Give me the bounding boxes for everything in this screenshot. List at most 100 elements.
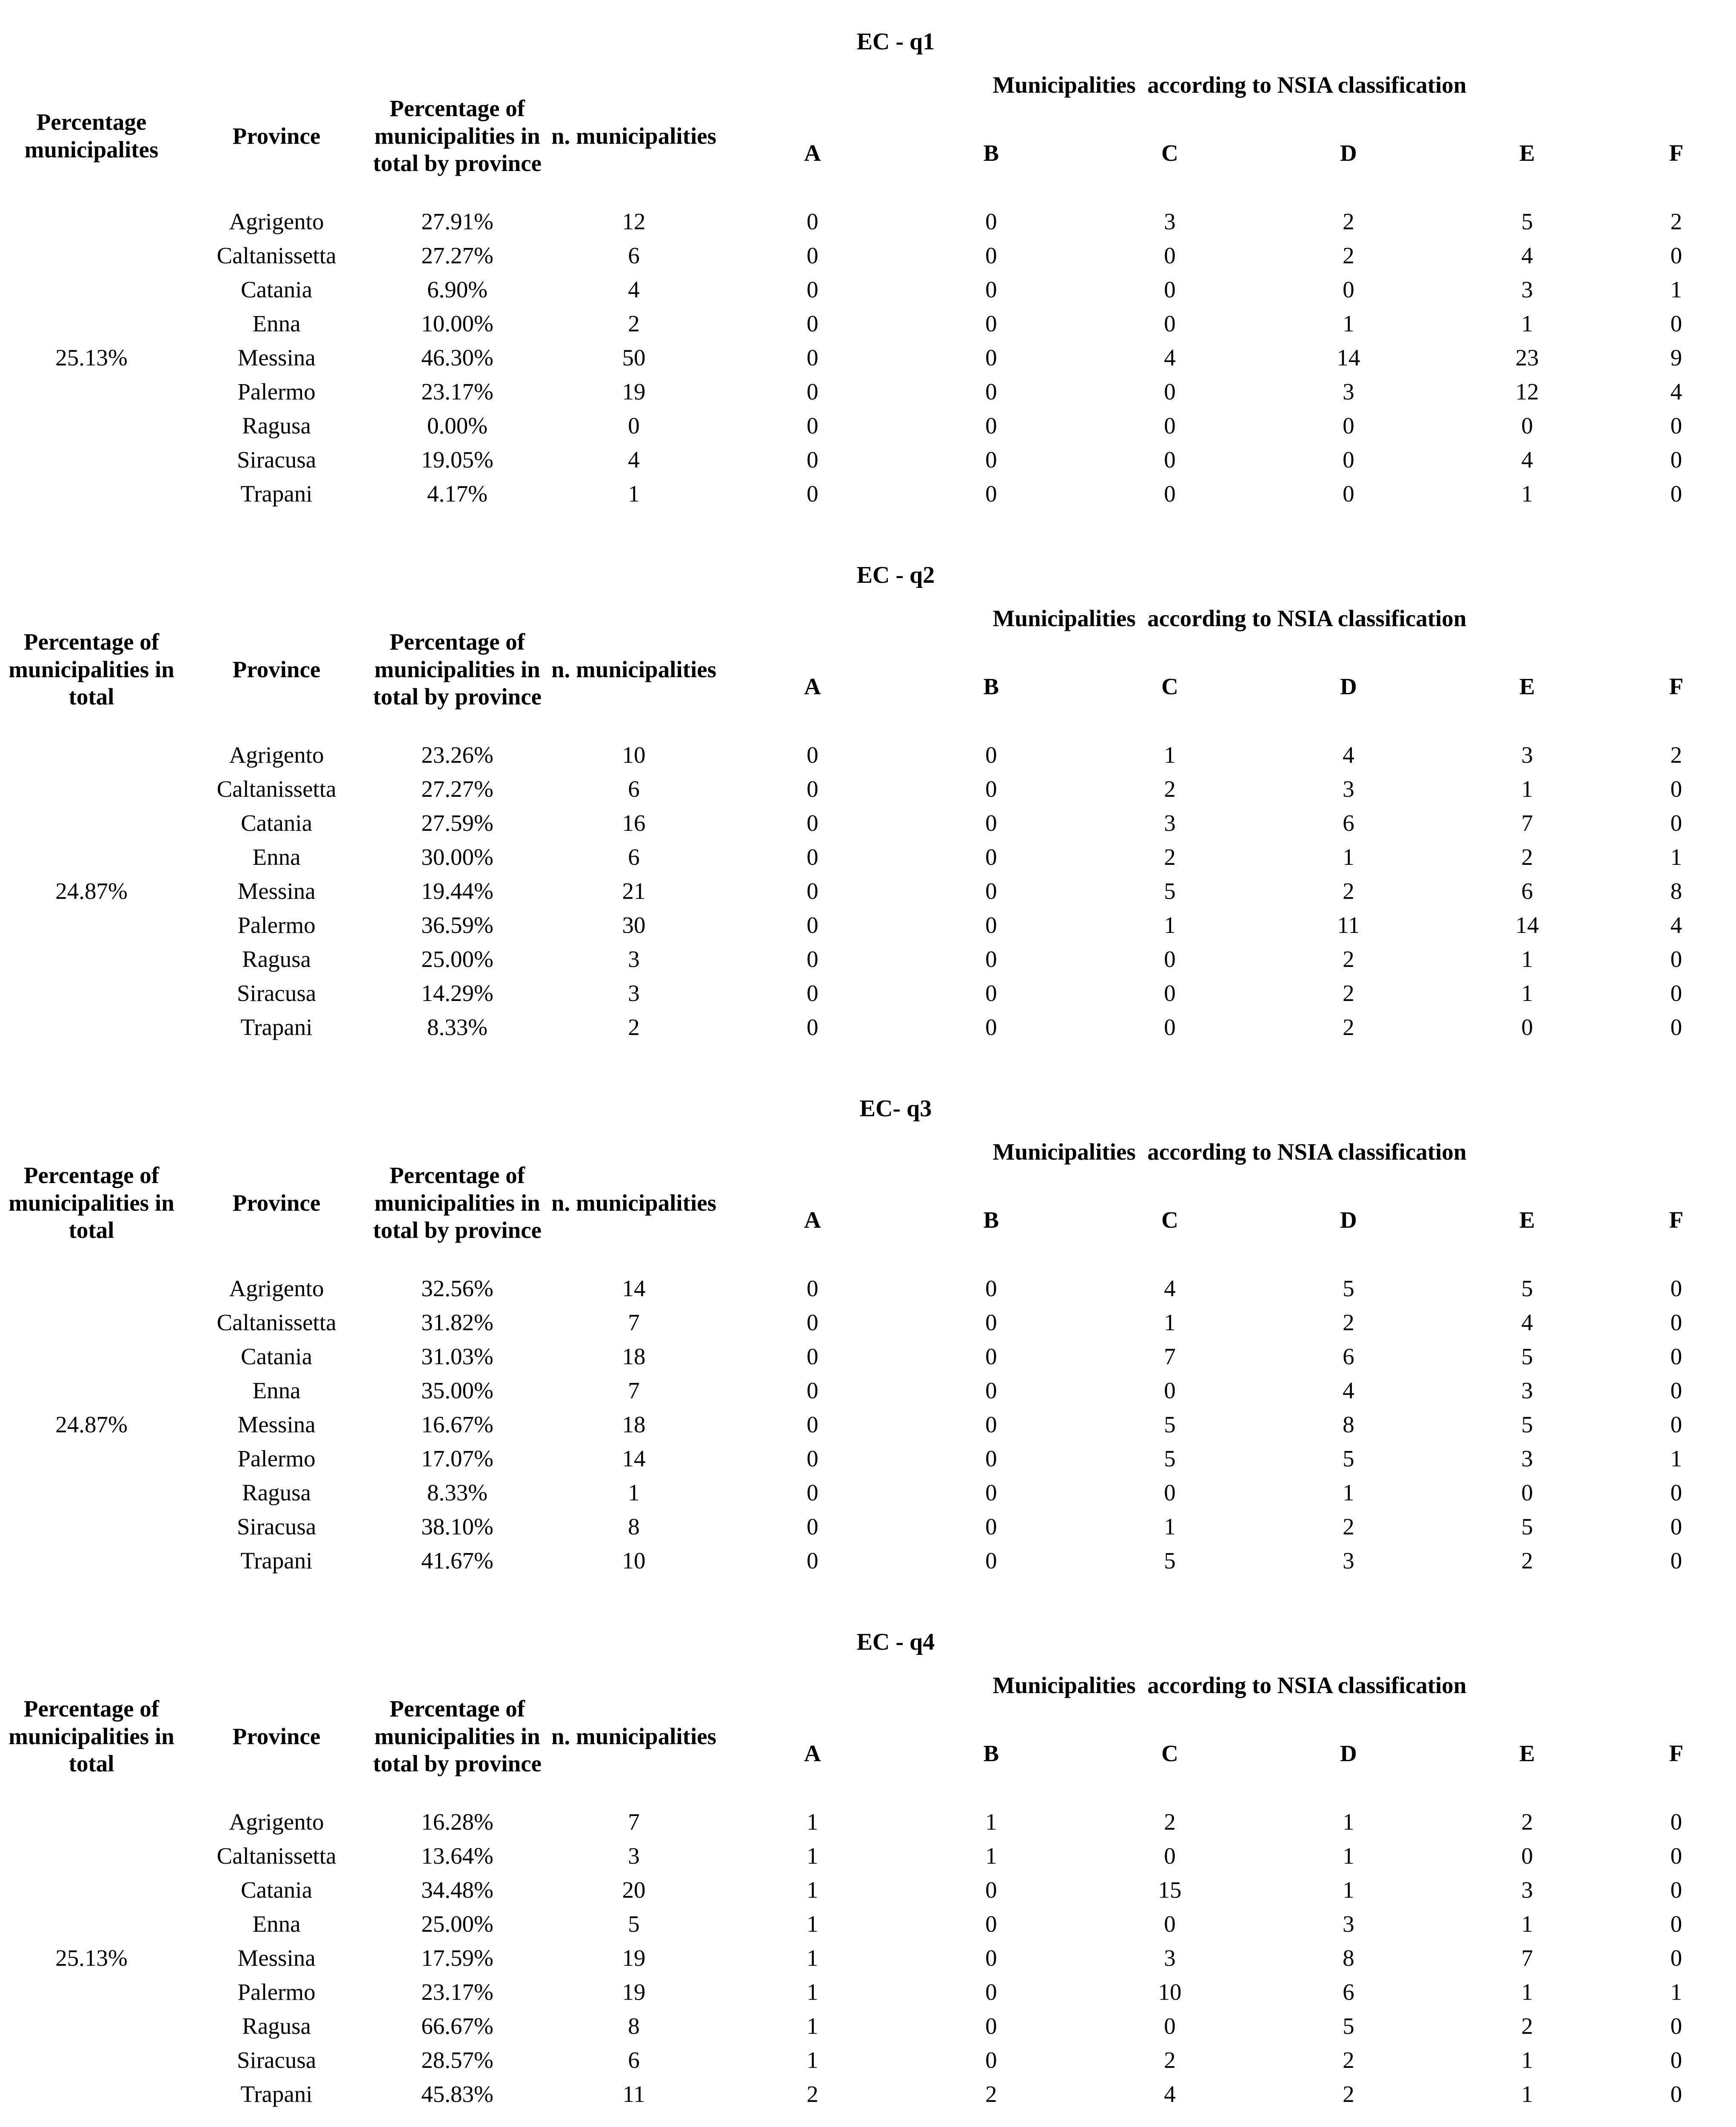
pct-by-province-cell: 30.00% — [421, 844, 493, 870]
header-class-d: D — [1340, 673, 1357, 699]
class-e-cell: 14 — [1515, 912, 1539, 938]
table-row: Ragusa 0.00% 0 0 0 0 0 0 0 — [0, 408, 1736, 442]
province-cell: Enna — [252, 1910, 301, 1937]
table-row: Messina 46.30% 50 0 0 4 14 23 9 — [0, 340, 1736, 374]
n-municipalities-cell: 19 — [622, 1945, 646, 1971]
header-n-municipalities: n. municipalities — [551, 656, 717, 682]
total-percentage: 24.87% — [55, 1411, 128, 1437]
pct-by-province-cell: 66.67% — [421, 2013, 493, 2039]
class-c-cell: 0 — [1164, 446, 1176, 473]
table-body: 25.13% Agrigento 16.28% 7 1 1 2 1 2 0 Ca… — [0, 1805, 1736, 2111]
class-d-cell: 5 — [1343, 1445, 1354, 1471]
table-row: Caltanissetta 31.82% 7 0 0 1 2 4 0 — [0, 1305, 1736, 1339]
class-a-cell: 0 — [807, 378, 818, 405]
table-row: 24.87% Agrigento 32.56% 14 0 0 4 5 5 0 — [0, 1271, 1736, 1437]
header-n-municipalities: n. municipalities — [551, 1723, 717, 1749]
class-b-cell: 0 — [985, 776, 997, 802]
header-class-e: E — [1519, 673, 1535, 699]
class-e-cell: 7 — [1521, 810, 1533, 836]
class-f-cell: 0 — [1670, 412, 1682, 439]
class-b-cell: 0 — [985, 446, 997, 473]
header-nsia-group: Municipalities according to NSIA classif… — [992, 71, 1467, 98]
class-f-cell: 1 — [1670, 844, 1682, 870]
province-cell: Palermo — [237, 1979, 316, 2005]
header-province: Province — [232, 1189, 321, 1216]
pct-by-province-cell: 19.44% — [421, 878, 493, 904]
class-c-cell: 3 — [1164, 208, 1176, 234]
class-a-cell: 0 — [807, 1411, 818, 1437]
class-d-cell: 4 — [1343, 1377, 1354, 1403]
class-c-cell: 1 — [1164, 912, 1176, 938]
province-cell: Trapani — [240, 480, 313, 507]
n-municipalities-cell: 4 — [628, 446, 640, 473]
class-c-cell: 2 — [1164, 2047, 1176, 2073]
table-row: Catania 31.03% 18 0 0 7 6 5 0 — [0, 1339, 1736, 1373]
header-province: Province — [232, 656, 321, 682]
class-a-cell: 0 — [807, 412, 818, 439]
class-d-cell: 2 — [1343, 1014, 1354, 1040]
province-cell: Agrigento — [229, 741, 324, 768]
header-class-e: E — [1519, 1740, 1535, 1766]
province-cell: Enna — [252, 1377, 301, 1403]
province-cell: Caltanissetta — [217, 1842, 336, 1869]
header-class-a: A — [804, 1740, 821, 1766]
class-e-cell: 3 — [1521, 1445, 1533, 1471]
n-municipalities-cell: 21 — [622, 878, 646, 904]
header-class-c: C — [1161, 1740, 1178, 1766]
header-class-c: C — [1161, 673, 1178, 699]
table-row: 25.13% Agrigento 16.28% 7 1 1 2 1 2 0 — [0, 1805, 1736, 1971]
class-f-cell: 1 — [1670, 1979, 1682, 2005]
table-row: 24.87% Agrigento 23.26% 10 0 0 1 4 3 2 — [0, 738, 1736, 904]
table-row: Siracusa 14.29% 3 0 0 0 2 1 0 — [0, 976, 1736, 1010]
header-nsia-group: Municipalities according to NSIA classif… — [992, 1138, 1467, 1165]
class-d-cell: 2 — [1343, 1309, 1354, 1335]
class-c-cell: 5 — [1164, 1547, 1176, 1574]
pct-by-province-cell: 27.27% — [421, 776, 493, 802]
pct-by-province-cell: 17.07% — [421, 1445, 493, 1471]
class-c-cell: 5 — [1164, 1445, 1176, 1471]
class-f-cell: 0 — [1670, 310, 1682, 336]
class-b-cell: 0 — [985, 412, 997, 439]
pct-by-province-cell: 19.05% — [421, 446, 493, 473]
class-a-cell: 1 — [807, 1876, 818, 1903]
total-percentage: 25.13% — [55, 1945, 128, 1971]
province-cell: Agrigento — [229, 1808, 324, 1835]
province-cell: Trapani — [240, 1547, 313, 1574]
class-c-cell: 0 — [1164, 1842, 1176, 1869]
province-cell: Catania — [241, 1876, 312, 1903]
province-cell: Caltanissetta — [217, 776, 336, 802]
class-f-cell: 0 — [1670, 2081, 1682, 2107]
class-b-cell: 0 — [985, 1014, 997, 1040]
pct-by-province-cell: 35.00% — [421, 1377, 493, 1403]
class-d-cell: 1 — [1343, 1808, 1354, 1835]
header-pct-by-province: Percentage of municipalities in total by… — [373, 95, 542, 177]
class-f-cell: 0 — [1670, 2013, 1682, 2039]
pct-by-province-cell: 17.59% — [421, 1945, 493, 1971]
province-cell: Palermo — [237, 1445, 316, 1471]
pct-by-province-cell: 23.26% — [421, 741, 493, 768]
table-row: 25.13% Agrigento 27.91% 12 0 0 3 2 5 2 — [0, 204, 1736, 371]
class-e-cell: 7 — [1521, 1945, 1533, 1971]
class-c-cell: 0 — [1164, 480, 1176, 507]
class-b-cell: 0 — [985, 1309, 997, 1335]
pct-by-province-cell: 27.91% — [421, 208, 493, 234]
class-b-cell: 0 — [985, 741, 997, 768]
total-percentage: 25.13% — [55, 344, 128, 371]
header-class-a: A — [804, 140, 821, 166]
table-row: Enna 25.00% 5 1 0 0 3 1 0 — [0, 1907, 1736, 1941]
header-n-municipalities: n. municipalities — [551, 123, 717, 149]
class-f-cell: 0 — [1670, 1343, 1682, 1369]
province-cell: Siracusa — [237, 2047, 316, 2073]
class-c-cell: 0 — [1164, 276, 1176, 302]
class-e-cell: 0 — [1521, 1479, 1533, 1505]
class-e-cell: 5 — [1521, 1513, 1533, 1540]
pct-by-province-cell: 6.90% — [427, 276, 488, 302]
class-e-cell: 5 — [1521, 1411, 1533, 1437]
n-municipalities-cell: 10 — [622, 741, 646, 768]
n-municipalities-cell: 0 — [628, 412, 640, 439]
class-f-cell: 0 — [1670, 1876, 1682, 1903]
class-d-cell: 8 — [1343, 1945, 1354, 1971]
class-d-cell: 11 — [1337, 912, 1360, 938]
class-f-cell: 0 — [1670, 946, 1682, 972]
table-row: Ragusa 8.33% 1 0 0 0 1 0 0 — [0, 1475, 1736, 1509]
